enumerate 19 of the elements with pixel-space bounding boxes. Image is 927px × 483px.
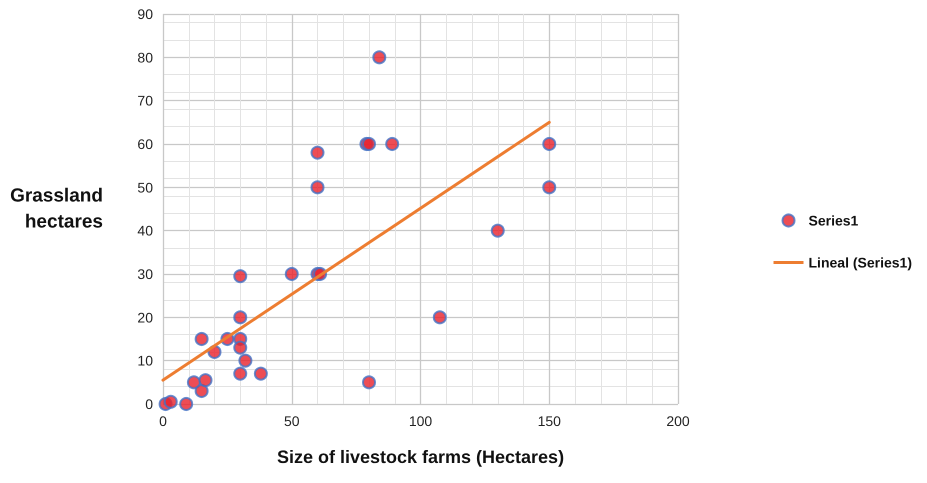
y-tick-label: 40 (137, 222, 154, 239)
legend-label: Lineal (Series1) (808, 254, 912, 270)
y-tick-label: 0 (145, 396, 154, 412)
y-tick-label: 80 (137, 49, 154, 66)
y-tick-label: 90 (137, 6, 154, 22)
y-tick-label: 70 (137, 92, 154, 109)
x-tick-label: 0 (159, 413, 168, 429)
x-tick-label: 200 (666, 413, 690, 429)
x-axis-title: Size of livestock farms (Hectares) (276, 447, 564, 467)
y-axis-title: Grassland hectares (10, 186, 103, 232)
y-tick-label: 10 (137, 352, 154, 369)
y-tick-label: 20 (137, 309, 154, 326)
x-tick-label: 150 (538, 413, 562, 429)
y-tick-label: 30 (137, 266, 154, 282)
x-tick-label: 50 (284, 413, 300, 429)
y-tick-label: 50 (137, 179, 154, 196)
x-tick-label: 100 (408, 413, 432, 429)
y-tick-label: 60 (137, 136, 154, 152)
legend-label: Series1 (808, 212, 859, 228)
